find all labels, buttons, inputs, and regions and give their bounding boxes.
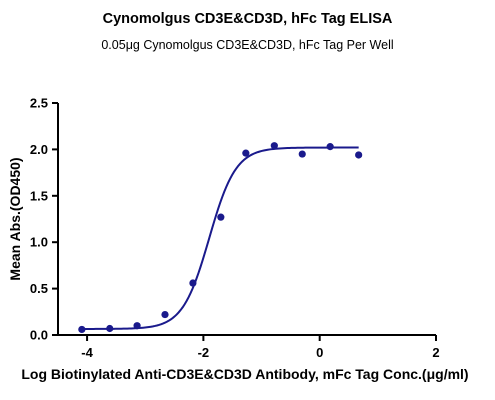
data-points xyxy=(78,142,363,334)
x-tick-label: -4 xyxy=(81,345,93,360)
data-point xyxy=(355,151,363,159)
data-point xyxy=(298,150,306,158)
data-point xyxy=(242,149,250,157)
y-tick-label: 2.5 xyxy=(30,96,48,111)
y-tick-label: 2.0 xyxy=(30,142,48,157)
fit-curve xyxy=(81,146,359,330)
y-tick-label: 1.0 xyxy=(30,235,48,250)
data-point xyxy=(78,325,86,334)
chart-title: Cynomolgus CD3E&CD3D, hFc Tag ELISA xyxy=(102,11,393,27)
x-tick-label: 2 xyxy=(432,345,439,360)
fit-curve-layer xyxy=(81,146,359,330)
chart-subtitle: 0.05μg Cynomolgus CD3E&CD3D, hFc Tag Per… xyxy=(101,38,394,52)
data-point xyxy=(161,310,169,319)
data-point xyxy=(106,324,114,333)
data-point xyxy=(217,213,225,221)
data-point xyxy=(189,279,197,287)
x-tick-label: -2 xyxy=(198,345,210,360)
y-axis-label: Mean Abs.(OD450) xyxy=(7,157,23,280)
axes: 0.0 0.5 1.0 1.5 2.0 2.5 -4 -2 0 2 xyxy=(30,96,440,361)
x-tick-label: 0 xyxy=(316,345,323,360)
y-tick-label: 0.5 xyxy=(30,281,48,296)
data-point xyxy=(270,142,278,150)
y-tick-label: 0.0 xyxy=(30,328,48,343)
y-tick-label: 1.5 xyxy=(30,188,48,203)
data-point xyxy=(133,322,141,330)
x-axis-label: Log Biotinylated Anti-CD3E&CD3D Antibody… xyxy=(21,366,468,382)
data-point xyxy=(326,143,334,151)
